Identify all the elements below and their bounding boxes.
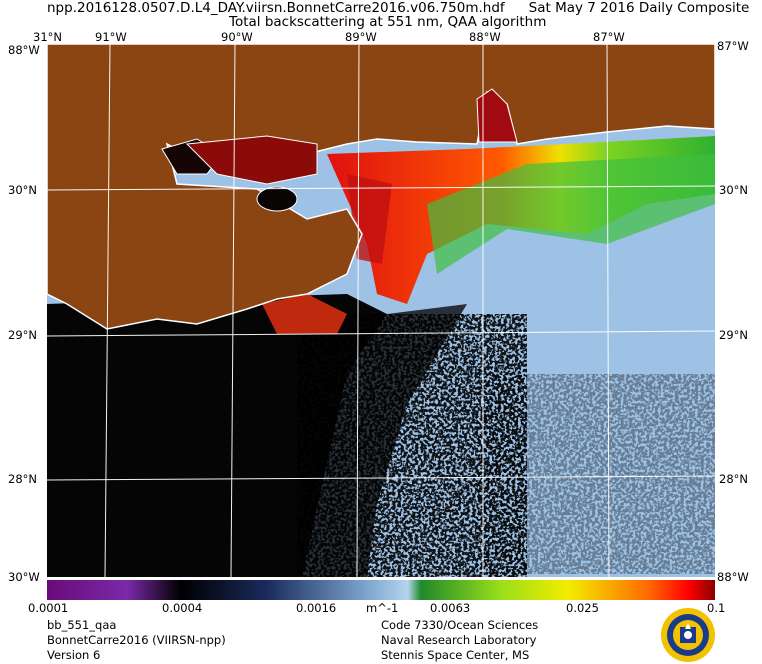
delta-plume (262, 294, 347, 334)
org-name: Naval Research Laboratory (381, 633, 537, 647)
lat-tick-left-30: 30°N (8, 183, 37, 197)
cloud-speckle-east (477, 374, 715, 574)
graticule (47, 44, 715, 577)
navy-seal-icon (661, 608, 715, 662)
lon-tick-88: 88°W (469, 30, 501, 44)
lat-tick-right-30: 30°N (719, 183, 748, 197)
lake-borgne (256, 186, 298, 212)
satellite-map (47, 44, 715, 577)
product-name: bb_551_qaa (47, 618, 117, 632)
lat-tick-left-28: 28°N (8, 472, 37, 486)
cbar-tick-0: 0.0001 (28, 601, 69, 615)
lake-pontchartrain (185, 135, 318, 185)
cbar-tick-1: 0.0004 (162, 601, 203, 615)
version-label: Version 6 (47, 648, 101, 662)
corner-lat-bottom-left: 30°W (8, 570, 40, 584)
composite-date: Sat May 7 2016 Daily Composite (528, 0, 750, 16)
cbar-tick-4: 0.025 (566, 601, 599, 615)
corner-lat-top-left: 31°N (33, 30, 62, 44)
file-name: npp.2016128.0507.D.L4_DAY.viirsn.BonnetC… (47, 0, 505, 16)
cbar-tick-5: 0.1 (707, 601, 726, 615)
lat-tick-left-29: 29°N (8, 328, 37, 342)
lon-tick-89: 89°W (345, 30, 377, 44)
lon-tick-90: 90°W (221, 30, 253, 44)
file-title: npp.2016128.0507.D.L4_DAY.viirsn.BonnetC… (47, 0, 750, 16)
product-subtitle: Total backscattering at 551 nm, QAA algo… (229, 14, 547, 30)
corner-lon-top-left: 88°W (8, 43, 40, 57)
lat-tick-right-28: 28°N (719, 472, 748, 486)
colorbar (47, 580, 715, 600)
org-code: Code 7330/Ocean Sciences (381, 618, 539, 632)
corner-lon-bottom-right: 88°W (717, 570, 749, 584)
lat-tick-right-29: 29°N (719, 328, 748, 342)
dataset-name: BonnetCarre2016 (VIIRSN-npp) (47, 633, 226, 647)
cbar-tick-3: 0.0063 (430, 601, 471, 615)
mobile-bay (476, 88, 518, 143)
lon-tick-87: 87°W (593, 30, 625, 44)
cbar-tick-2: 0.0016 (296, 601, 337, 615)
green-plume (427, 154, 715, 274)
lon-tick-91: 91°W (95, 30, 127, 44)
corner-lon-top-right: 87°W (717, 39, 749, 53)
cbar-unit: m^-1 (366, 601, 399, 615)
org-location: Stennis Space Center, MS (381, 648, 530, 662)
